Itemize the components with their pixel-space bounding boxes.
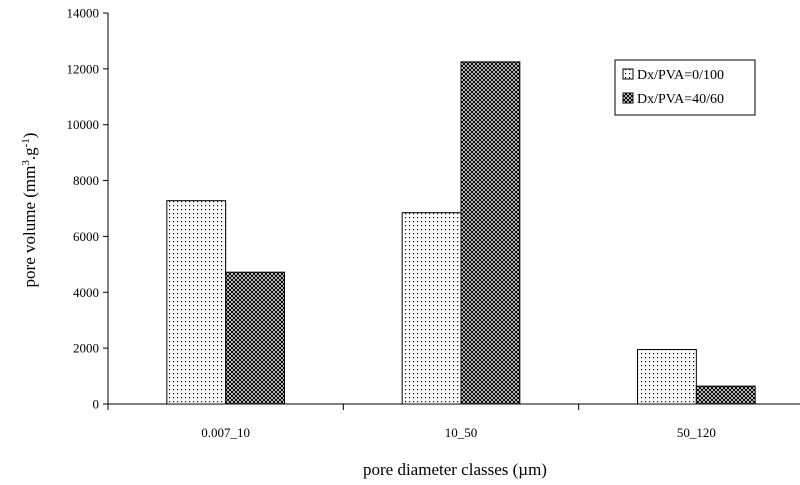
y-axis-title-main: pore volume (mm [20, 166, 39, 288]
y-axis-ticks: 0 2000 4000 6000 8000 10000 12000 14000 [67, 6, 108, 412]
y-axis-title-sup1: 3 [20, 160, 32, 166]
y-tick-label: 2000 [73, 341, 99, 356]
y-axis-title-sup2: -1 [20, 138, 32, 147]
bar-series-2-50_120 [695, 385, 756, 405]
legend-label-series-2: Dx/PVA=40/60 [637, 92, 724, 107]
x-tick-label: 10_50 [445, 425, 478, 440]
legend-swatch-series-1 [622, 68, 634, 80]
y-tick-label: 4000 [73, 285, 99, 300]
x-axis-ticks: 0.007_10 10_50 50_120 [107, 404, 716, 440]
y-tick-label: 14000 [67, 6, 100, 21]
y-axis-title-mid: .g [20, 147, 39, 160]
legend-label-series-1: Dx/PVA=0/100 [637, 68, 724, 83]
legend-swatch-series-2 [622, 92, 634, 104]
bar-series-1-50_120 [637, 349, 697, 405]
bar-series-1-10_50 [401, 212, 462, 405]
y-tick-label: 0 [93, 397, 100, 412]
y-axis-title-end: ) [20, 133, 39, 139]
y-tick-label: 8000 [73, 173, 99, 188]
y-axis-title: pore volume (mm3.g-1) [20, 133, 39, 288]
y-tick-label: 12000 [67, 61, 100, 76]
legend: Dx/PVA=0/100 Dx/PVA=40/60 [614, 59, 756, 116]
x-tick-label: 0.007_10 [201, 425, 250, 440]
legend-box [614, 59, 756, 116]
bar-series-2-10_50 [460, 61, 521, 405]
y-tick-label: 6000 [73, 229, 99, 244]
bar-series-1-0.007_10 [166, 200, 227, 405]
y-tick-label: 10000 [67, 117, 100, 132]
bar-series-2-0.007_10 [225, 271, 286, 405]
x-axis-title: pore diameter classes (µm) [363, 460, 547, 479]
x-tick-label: 50_120 [677, 425, 716, 440]
bars-layer [166, 61, 756, 405]
